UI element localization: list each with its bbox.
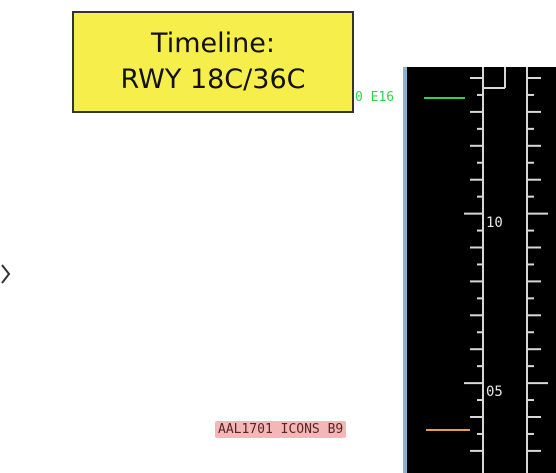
scale-right bbox=[526, 67, 548, 473]
callout-title: Timeline: bbox=[151, 28, 275, 59]
tick-label-10: 10 bbox=[486, 215, 503, 231]
tick-label-05: 05 bbox=[486, 384, 503, 400]
timeline-callout: Timeline: RWY 18C/36C bbox=[72, 11, 354, 113]
flight-tag-aal1701[interactable]: AAL1701 ICONS B9 bbox=[215, 421, 347, 438]
arrow-stub-icon bbox=[0, 262, 12, 286]
flight-tag-top[interactable]: 0 E16 bbox=[355, 90, 395, 105]
scale-left bbox=[464, 67, 506, 473]
callout-runway: RWY 18C/36C bbox=[120, 64, 306, 95]
timeline-display bbox=[403, 67, 556, 473]
